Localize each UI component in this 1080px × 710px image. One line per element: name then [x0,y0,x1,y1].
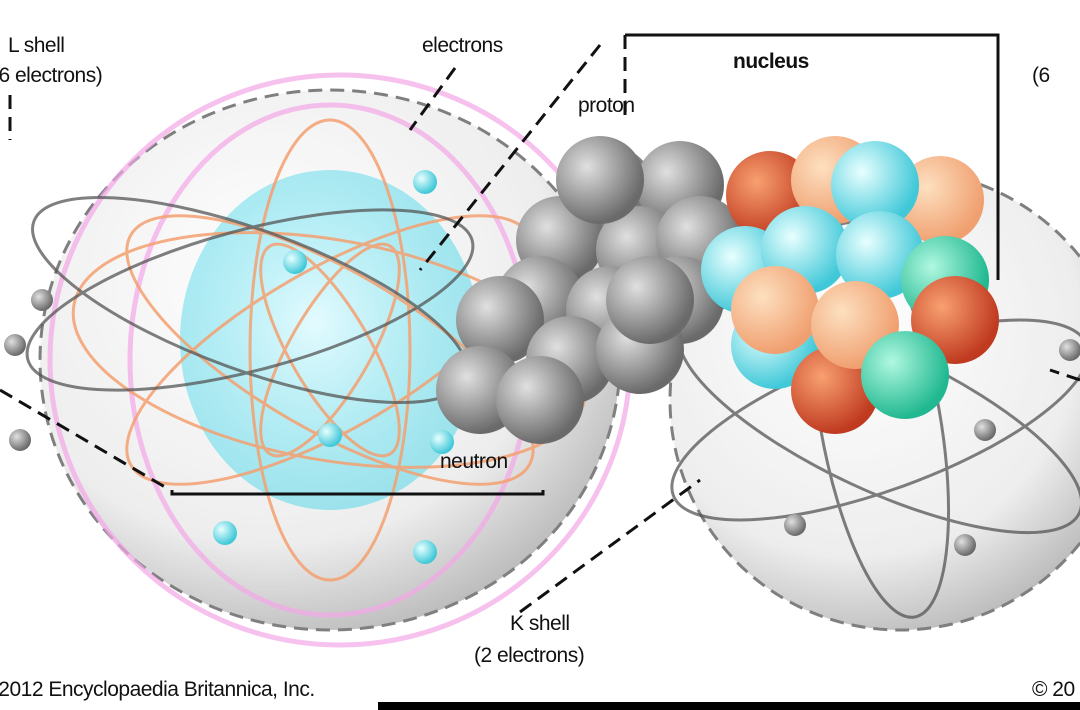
right-cut-label: (6 [1032,64,1050,87]
electron-ghost [31,289,53,311]
electrons-label: electrons [422,34,503,57]
electron [318,423,342,447]
neutron [861,331,949,419]
neutron-label: neutron [440,450,508,473]
orbit-path [248,118,412,582]
l-shell-label: L shell [8,34,65,57]
orbit-path [259,242,401,458]
electron [213,521,237,545]
copyright-label: © 2012 Encyclopaedia Britannica, Inc. [0,678,315,701]
copyright-cut-label: © 20 [1032,678,1075,701]
nucleon-ghost [606,256,694,344]
bottom-bar [378,702,1080,710]
nucleus-cluster [701,136,999,434]
electron-ghost [9,429,31,451]
neutron [831,141,919,229]
electron-ghost [974,419,996,441]
k-shell-label: K shell [510,612,570,635]
k-shell-count-label: (2 electrons) [474,644,585,667]
electron-ghost [1059,339,1080,361]
electron-orbits [71,118,589,582]
leader-lines [0,33,1080,614]
l-shell-count-label: (6 electrons) [0,64,103,87]
orbit-path [25,208,475,392]
electron [413,540,437,564]
nucleon-ghost [556,136,644,224]
nucleon-ghost [496,356,584,444]
electron-ghost [954,534,976,556]
electron [283,250,307,274]
orbit-path [125,214,535,486]
electron-ghost [4,334,26,356]
proton [731,266,819,354]
proton-label: proton [578,94,635,117]
nucleon-ghost [456,276,544,364]
nucleus-label: nucleus [733,50,809,73]
electron [413,170,437,194]
electron [430,430,454,454]
electron-ghost [784,514,806,536]
orbit-path [259,242,401,458]
